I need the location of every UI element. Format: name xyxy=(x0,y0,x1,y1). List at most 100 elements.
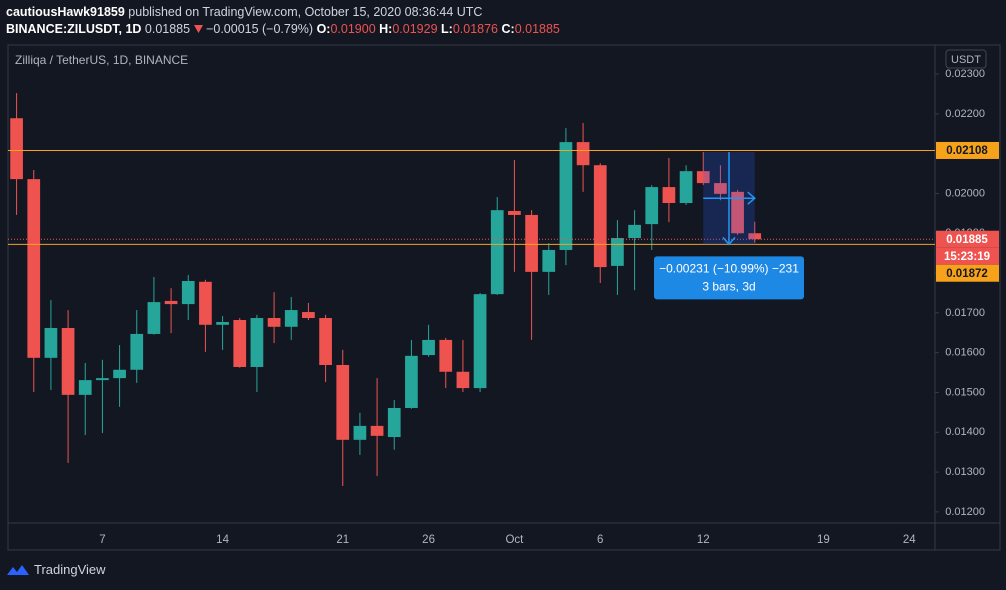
candle-body xyxy=(78,380,92,395)
x-tick-label: 24 xyxy=(903,534,916,546)
candle-body xyxy=(576,142,590,166)
candle-body xyxy=(696,171,710,184)
published: published on TradingView.com, October 15… xyxy=(128,5,483,19)
candle-body xyxy=(250,318,264,367)
y-tick-label: 0.02000 xyxy=(945,187,985,199)
candle-body xyxy=(473,294,487,389)
candle-body xyxy=(611,238,624,266)
brand: TradingView xyxy=(34,562,106,577)
last-price-tag: 0.01885 xyxy=(946,234,988,246)
x-tick-label: Oct xyxy=(505,534,524,546)
candle-body xyxy=(628,224,641,239)
y-tick-label: 0.01300 xyxy=(945,466,985,478)
frame xyxy=(7,44,1001,551)
candle-body xyxy=(181,281,195,305)
candle-body xyxy=(353,425,367,440)
price-tag: 0.02108 xyxy=(946,145,988,157)
y-tick-label: 0.02200 xyxy=(945,108,985,120)
measure-arrowhead xyxy=(722,236,736,246)
x-tick-label: 12 xyxy=(697,534,710,546)
candle-body xyxy=(96,378,109,381)
y-tick-label: 0.01500 xyxy=(945,386,985,398)
y-tick-label: 0.01700 xyxy=(945,307,985,319)
x-tick-label: 6 xyxy=(597,534,603,546)
candle-body xyxy=(748,233,762,240)
ohlc-value: 0.01885 xyxy=(514,22,560,36)
measure-arrowhead xyxy=(747,191,756,205)
candle-body xyxy=(645,187,659,225)
ohlc-value: 0.01876 xyxy=(452,22,499,36)
candle-body xyxy=(27,179,41,358)
chart: USDT Zilliqa / TetherUS, 1D, BINANCE 0.0… xyxy=(7,44,1001,551)
ohlc-value: 0.01929 xyxy=(392,22,438,36)
candle-body xyxy=(439,339,453,372)
candle-body xyxy=(147,302,161,334)
last-price-tag-bg xyxy=(936,230,999,248)
candle-body xyxy=(422,339,435,356)
candle-body xyxy=(199,281,212,325)
countdown-tag: 15:23:19 xyxy=(944,251,990,263)
ohlc-label: L: xyxy=(441,22,453,36)
change: −0.00015 (−0.79%) xyxy=(206,22,314,36)
symbol: BINANCE:ZILUSDT, 1D xyxy=(6,22,142,36)
chart-title: Zilliqa / TetherUS, 1D, BINANCE xyxy=(15,53,188,67)
candle-body xyxy=(336,364,350,440)
candle-body xyxy=(731,191,744,234)
candle-body xyxy=(387,407,401,438)
measure-subtext: 3 bars, 3d xyxy=(702,280,755,294)
candle-body xyxy=(44,327,58,358)
candle-body xyxy=(164,300,178,305)
footer: TradingView xyxy=(6,562,106,577)
candle-body xyxy=(216,322,229,325)
ohlc: O:0.01900 H:0.01929 L:0.01876 C:0.01885 xyxy=(317,22,560,36)
candle-body xyxy=(302,312,315,319)
ohlc-label: C: xyxy=(501,22,515,36)
candle-body xyxy=(679,171,693,204)
candle-body xyxy=(456,371,470,389)
x-tick-label: 19 xyxy=(817,534,830,546)
candle-body xyxy=(405,355,418,408)
candle-body xyxy=(130,333,144,370)
down-arrow xyxy=(193,25,203,33)
candle-body xyxy=(714,183,727,194)
y-tick-label: 0.02300 xyxy=(945,68,985,80)
candle-body xyxy=(10,118,23,180)
candle-body xyxy=(370,425,384,436)
countdown-tag-bg xyxy=(936,247,999,265)
y-tick-label: 0.01600 xyxy=(945,347,985,359)
ohlc-value: 0.01900 xyxy=(330,22,376,36)
price-tag-bg xyxy=(936,141,999,159)
candle-body xyxy=(559,142,573,250)
header-line-1: cautiousHawk91859 published on TradingVi… xyxy=(6,5,482,19)
ohlc-label: H: xyxy=(379,22,393,36)
candle-body xyxy=(267,318,281,327)
user: cautiousHawk91859 xyxy=(6,5,125,19)
candle-body xyxy=(61,327,75,395)
candle-body xyxy=(508,210,521,215)
last-price: 0.01885 xyxy=(144,22,191,36)
currency[interactable]: USDT xyxy=(951,54,981,66)
y-tick-label: 0.01200 xyxy=(945,506,985,518)
candle-body xyxy=(525,214,538,272)
logo xyxy=(7,564,29,575)
candle-body xyxy=(490,210,504,295)
x-tick-label: 7 xyxy=(99,534,105,546)
x-tick-label: 14 xyxy=(216,534,229,546)
candle-body xyxy=(662,187,676,204)
measure-tooltip xyxy=(654,256,804,300)
ohlc-label: O: xyxy=(316,22,331,36)
candle-body xyxy=(113,369,126,379)
candle-body xyxy=(593,165,607,268)
measure-text: −0.00231 (−10.99%) −231 xyxy=(659,262,799,276)
candle-body xyxy=(542,249,556,272)
y-tick-label: 0.01400 xyxy=(945,426,985,438)
header-line-2: BINANCE:ZILUSDT, 1D 0.01885 −0.00015 (−0… xyxy=(6,22,560,36)
candle-body xyxy=(319,318,332,365)
x-tick-label: 26 xyxy=(422,534,435,546)
candle-body xyxy=(233,320,247,367)
currency-button[interactable] xyxy=(945,49,987,69)
x-tick-label: 21 xyxy=(336,534,349,546)
price-tag: 0.01872 xyxy=(946,268,988,280)
price-tag-bg xyxy=(936,264,999,282)
